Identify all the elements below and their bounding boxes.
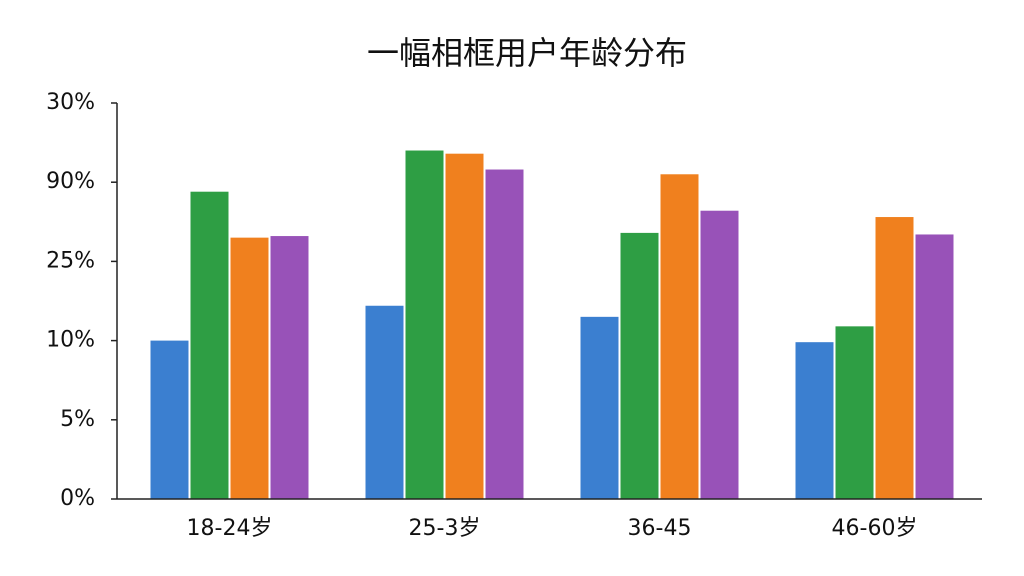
bar xyxy=(580,316,619,499)
x-tick-label: 36-45 xyxy=(628,516,692,541)
bar xyxy=(875,217,914,499)
bar xyxy=(150,340,189,499)
x-tick-label: 46-60岁 xyxy=(832,516,918,541)
y-tick-label: 90% xyxy=(46,169,95,194)
bar xyxy=(660,174,699,499)
bar xyxy=(620,232,659,499)
x-tick-label: 18-24岁 xyxy=(187,516,273,541)
y-tick-label: 25% xyxy=(46,248,95,273)
bar xyxy=(445,153,484,500)
bar xyxy=(230,237,269,499)
bar xyxy=(835,326,874,499)
chart-title: 一幅相框用户年龄分布 xyxy=(367,34,687,72)
bar xyxy=(485,169,524,499)
y-tick-label: 30% xyxy=(46,90,95,115)
bar xyxy=(365,305,404,499)
bar xyxy=(795,342,834,499)
bar xyxy=(405,150,444,499)
bar xyxy=(190,191,229,500)
y-tick-label: 5% xyxy=(60,407,95,432)
x-tick-label: 25-3岁 xyxy=(409,516,481,541)
bar xyxy=(700,210,739,499)
y-tick-label: 10% xyxy=(46,328,95,353)
bar xyxy=(915,234,954,500)
y-tick-label: 0% xyxy=(60,486,95,511)
bar xyxy=(270,236,309,499)
